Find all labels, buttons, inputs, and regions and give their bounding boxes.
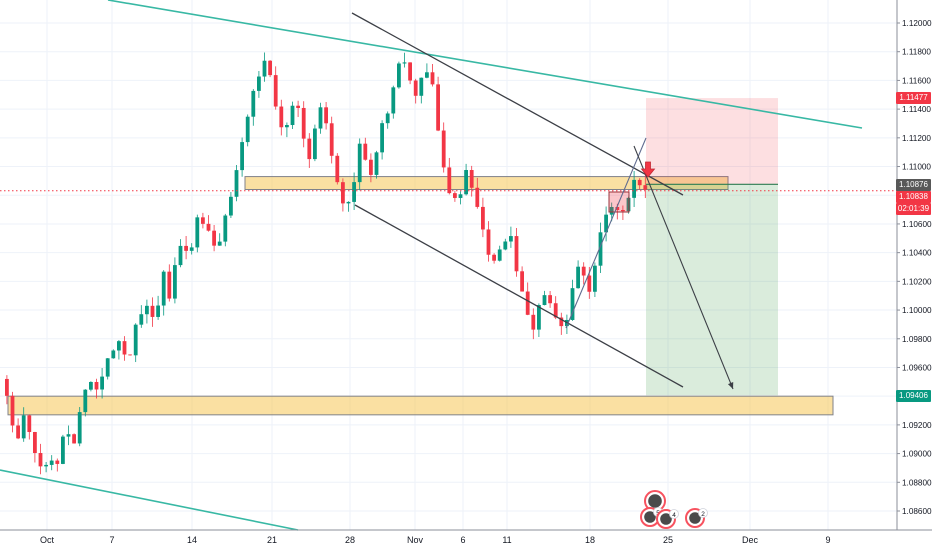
lower-descending-trendline[interactable] (354, 204, 684, 388)
price-axis-label: 1.10600 (902, 220, 932, 229)
time-axis-label: 11 (502, 535, 511, 545)
time-axis-label: 18 (585, 535, 595, 545)
price-axis-label: 1.10000 (902, 306, 932, 315)
price-axis-label: 1.11400 (902, 105, 931, 114)
projection-arrow-line[interactable] (633, 145, 734, 390)
stop-loss-price-badge[interactable]: 1.11477 (896, 92, 931, 104)
price-axis-label: 1.08800 (902, 478, 932, 487)
short-entry-arrow-icon[interactable] (640, 161, 656, 178)
price-axis-label: 1.10200 (902, 277, 932, 286)
time-axis-label: Nov (407, 535, 424, 545)
idea-marker[interactable]: 4 (656, 509, 679, 529)
upper-channel-trendline[interactable] (107, 0, 863, 129)
time-axis-label: 6 (460, 535, 465, 545)
price-axis-label: 1.08600 (902, 507, 932, 516)
price-axis-label: 1.09000 (902, 450, 932, 459)
time-axis-label: 9 (825, 535, 830, 545)
projection-arrowhead-icon (727, 382, 734, 389)
idea-marker-count: 2 (701, 511, 705, 518)
time-axis-label: 28 (345, 535, 355, 545)
current-price-badge: 1.10838 (896, 191, 931, 203)
price-axis-label: 1.09200 (902, 421, 932, 430)
price-axis-label: 1.09800 (902, 335, 932, 344)
short-position-risk-box[interactable] (646, 98, 778, 185)
time-axis-label: 14 (187, 535, 197, 545)
lower-left-channel-trendline[interactable] (0, 469, 299, 531)
price-axis-label: 1.11000 (902, 163, 931, 172)
price-axis-label: 1.09600 (902, 363, 932, 372)
price-axis-label: 1.11800 (902, 48, 931, 57)
price-axis-label: 1.11200 (902, 134, 931, 143)
steep-descending-trendline[interactable] (351, 12, 684, 196)
ascending-projection-line[interactable] (565, 137, 647, 329)
time-axis-label: 21 (267, 535, 277, 545)
idea-marker[interactable] (644, 490, 666, 512)
price-axis-label: 1.10400 (902, 249, 932, 258)
supply-zone-rectangle[interactable] (244, 176, 729, 190)
price-axis-label: 1.12000 (902, 19, 932, 28)
bar-countdown-badge: 02:01:39 (896, 203, 931, 215)
time-axis-label: 7 (109, 535, 114, 545)
demand-zone-rectangle[interactable] (7, 395, 834, 416)
time-axis[interactable] (0, 530, 932, 550)
time-axis-label: 25 (663, 535, 673, 545)
time-axis-label: Oct (40, 535, 55, 545)
time-axis-label: Dec (742, 535, 759, 545)
idea-marker-count: 4 (672, 512, 676, 519)
short-position-profit-box[interactable] (646, 184, 778, 396)
entry-price-badge[interactable]: 1.10876 (896, 179, 931, 191)
take-profit-price-badge[interactable]: 1.09406 (896, 390, 931, 402)
idea-marker[interactable]: 2 (685, 508, 708, 528)
price-axis-label: 1.11600 (902, 76, 931, 85)
price-axis[interactable] (897, 0, 932, 530)
